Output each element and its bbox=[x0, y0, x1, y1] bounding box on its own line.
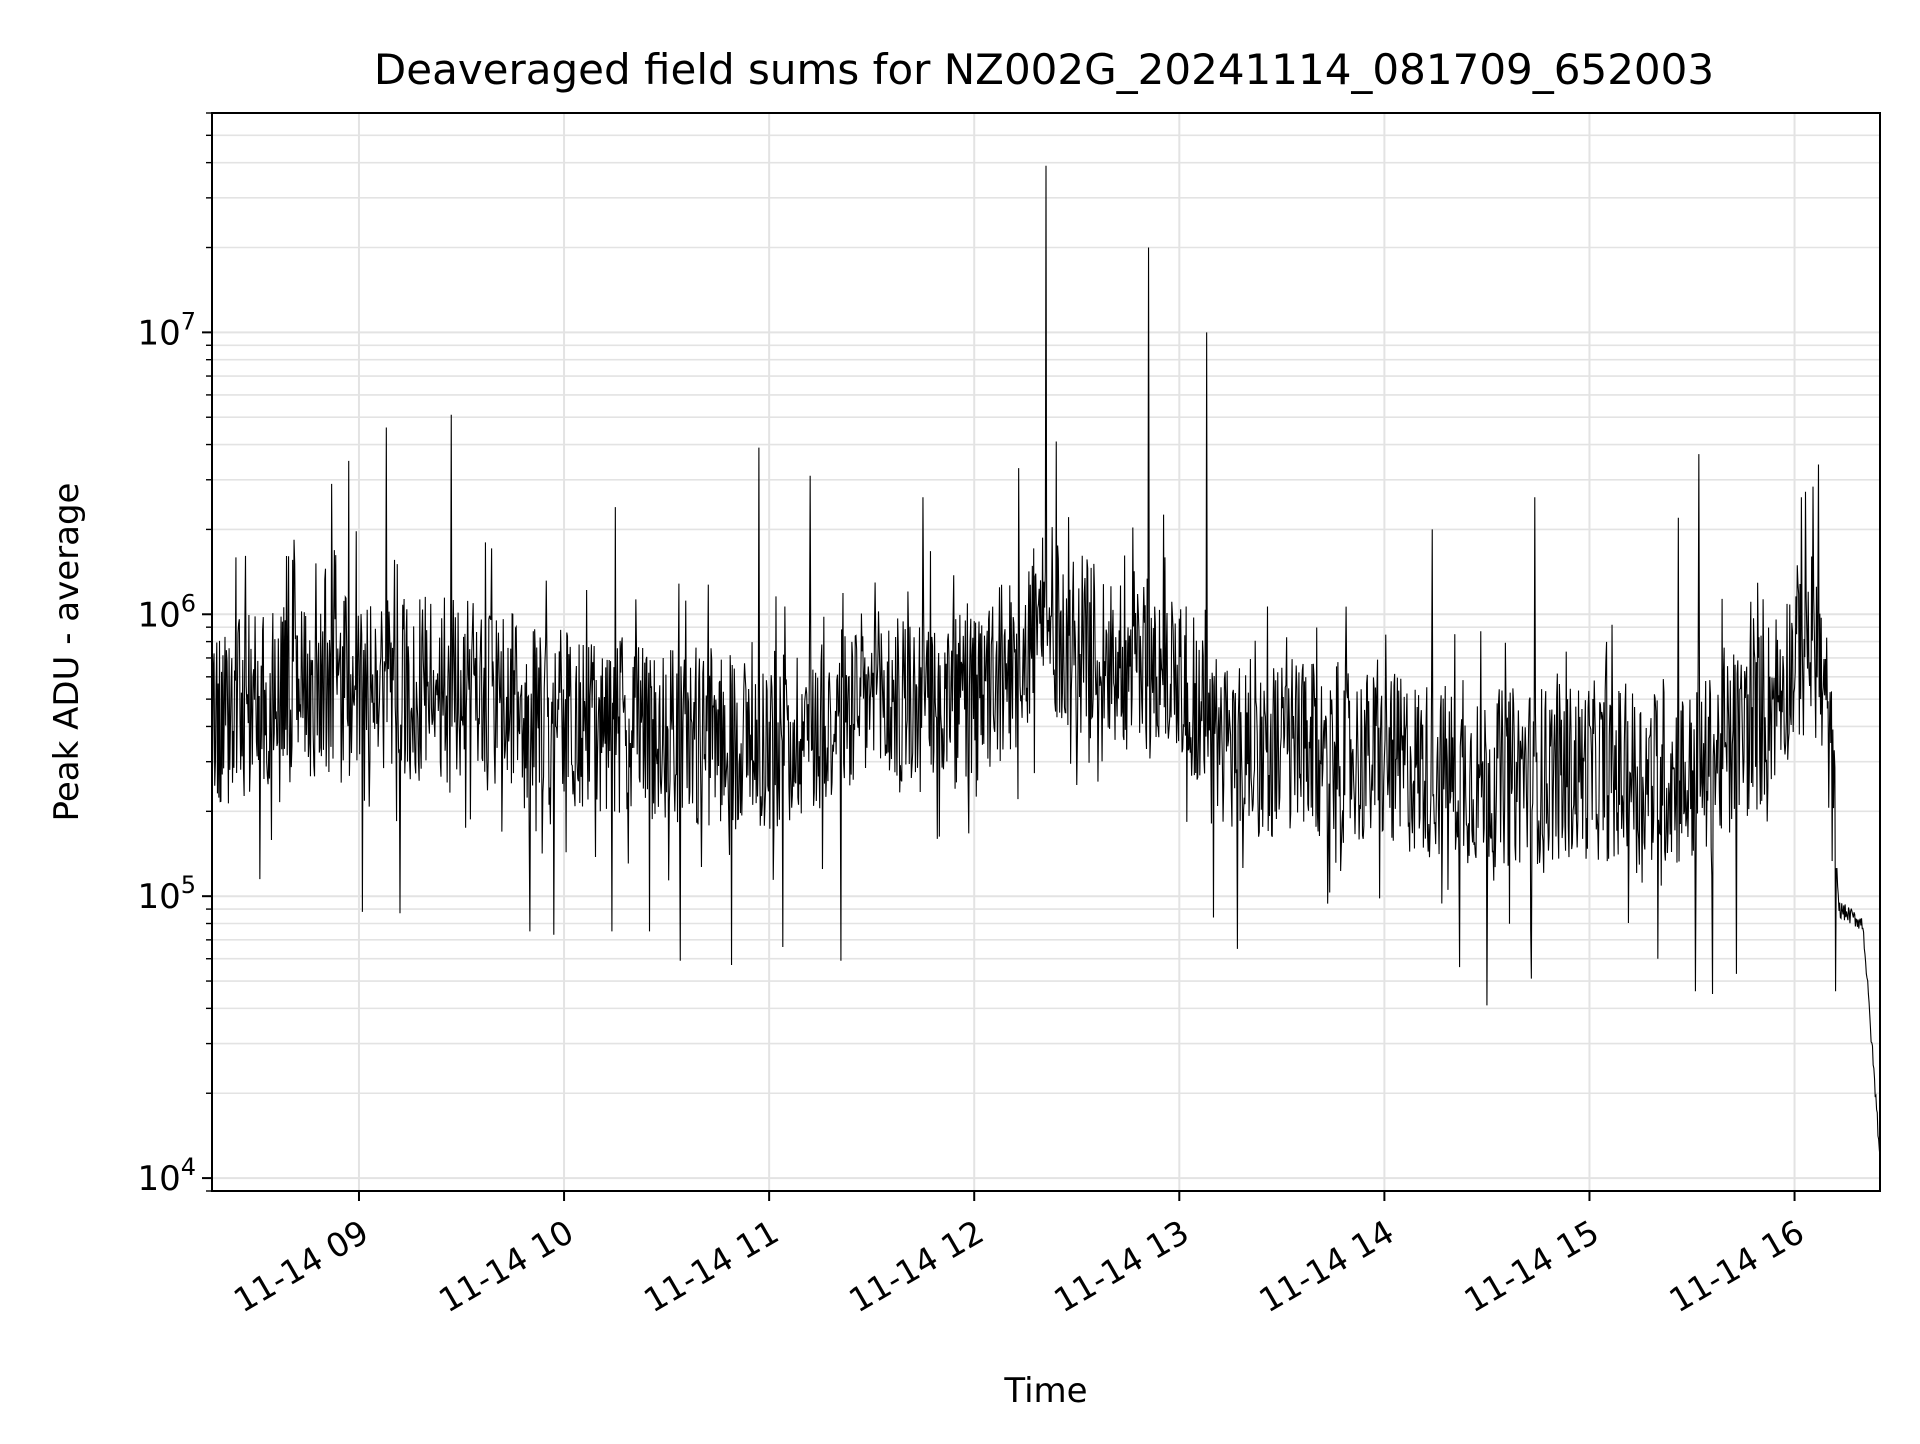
y-tick-label: 105 bbox=[137, 871, 196, 917]
y-tick-exponent: 4 bbox=[181, 1153, 196, 1181]
x-axis-label: Time bbox=[1003, 1371, 1087, 1411]
y-tick-label: 107 bbox=[137, 307, 196, 353]
y-tick-exponent: 6 bbox=[181, 589, 196, 617]
y-tick-label: 106 bbox=[137, 589, 196, 635]
y-axis-label: Peak ADU - average bbox=[47, 483, 87, 822]
y-tick-base: 10 bbox=[137, 1159, 180, 1199]
y-tick-exponent: 5 bbox=[181, 871, 196, 899]
plot-area bbox=[211, 112, 1881, 1192]
y-tick-base: 10 bbox=[137, 313, 180, 353]
y-tick-base: 10 bbox=[137, 595, 180, 635]
series-line bbox=[211, 165, 1881, 1158]
y-tick-label: 104 bbox=[137, 1153, 196, 1199]
series bbox=[211, 165, 1881, 1158]
y-tick-base: 10 bbox=[137, 877, 180, 917]
y-tick-exponent: 7 bbox=[181, 307, 196, 335]
chart-title: Deaveraged field sums for NZ002G_2024111… bbox=[374, 45, 1714, 94]
